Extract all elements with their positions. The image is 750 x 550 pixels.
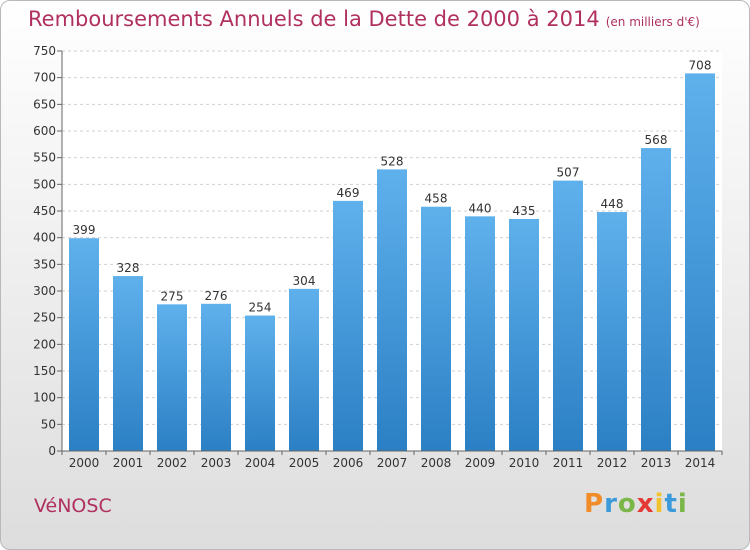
- x-tick-label: 2010: [509, 456, 540, 470]
- bar-value-label: 304: [293, 274, 316, 288]
- bar-value-label: 276: [205, 289, 228, 303]
- bar: [157, 304, 187, 451]
- chart-title-text: Remboursements Annuels de la Dette de 20…: [28, 7, 600, 31]
- x-tick-label: 2008: [421, 456, 452, 470]
- bar-value-label: 458: [425, 192, 448, 206]
- logo-letter: P: [584, 489, 605, 519]
- x-tick-label: 2003: [201, 456, 232, 470]
- chart-unit: (en milliers d'€): [605, 15, 700, 29]
- bar-value-label: 507: [557, 166, 580, 180]
- proxiti-logo: Proxiti: [584, 489, 688, 519]
- y-tick-label: 750: [33, 44, 56, 58]
- bar: [245, 315, 275, 451]
- bar-value-label: 448: [601, 197, 624, 211]
- y-tick-label: 700: [33, 71, 56, 85]
- bar: [641, 148, 671, 452]
- y-tick-label: 100: [33, 391, 56, 405]
- x-tick-label: 2000: [69, 456, 100, 470]
- bar: [289, 288, 319, 451]
- bar-value-label: 328: [117, 261, 140, 275]
- y-tick-label: 500: [33, 177, 56, 191]
- x-tick-label: 2001: [113, 456, 144, 470]
- logo-letter: t: [664, 489, 678, 519]
- x-tick-label: 2014: [685, 456, 716, 470]
- x-tick-label: 2012: [597, 456, 628, 470]
- y-tick-label: 400: [33, 231, 56, 245]
- bar: [685, 73, 715, 452]
- bar: [377, 169, 407, 451]
- x-tick-label: 2004: [245, 456, 276, 470]
- x-tick-label: 2011: [553, 456, 584, 470]
- logo-letter: o: [617, 489, 637, 519]
- bar-value-label: 435: [513, 204, 536, 218]
- y-tick-label: 200: [33, 337, 56, 351]
- y-tick-label: 0: [48, 444, 56, 458]
- y-tick-label: 250: [33, 311, 56, 325]
- bar-value-label: 708: [689, 58, 712, 72]
- x-tick-label: 2013: [641, 456, 672, 470]
- logo-letter: i: [677, 489, 688, 519]
- y-tick-label: 450: [33, 204, 56, 218]
- x-tick-label: 2006: [333, 456, 364, 470]
- y-tick-label: 150: [33, 364, 56, 378]
- bar: [69, 238, 99, 451]
- x-tick-label: 2009: [465, 456, 496, 470]
- chart-title: Remboursements Annuels de la Dette de 20…: [28, 7, 700, 31]
- bar: [509, 219, 539, 451]
- y-tick-label: 600: [33, 124, 56, 138]
- y-tick-label: 550: [33, 151, 56, 165]
- x-tick-label: 2007: [377, 456, 408, 470]
- bar: [201, 303, 231, 451]
- x-tick-label: 2005: [289, 456, 320, 470]
- logo-letter: r: [604, 489, 618, 519]
- logo-letter: x: [636, 489, 655, 519]
- y-tick-label: 650: [33, 97, 56, 111]
- bar: [465, 216, 495, 451]
- bar-value-label: 275: [161, 289, 184, 303]
- x-tick-label: 2002: [157, 456, 188, 470]
- bar-value-label: 440: [469, 201, 492, 215]
- logo-letter: i: [654, 489, 665, 519]
- bar: [553, 180, 583, 451]
- y-tick-label: 350: [33, 257, 56, 271]
- bar-value-label: 528: [381, 154, 404, 168]
- commune-name: VéNOSC: [34, 495, 112, 517]
- bar: [333, 200, 363, 451]
- bar-value-label: 568: [645, 133, 668, 147]
- y-tick-label: 50: [41, 417, 56, 431]
- bar-value-label: 254: [249, 301, 272, 315]
- bar: [597, 212, 627, 451]
- bar: [421, 206, 451, 451]
- bar-value-label: 469: [337, 186, 360, 200]
- bar: [113, 276, 143, 451]
- y-tick-label: 300: [33, 284, 56, 298]
- bar-value-label: 399: [73, 223, 96, 237]
